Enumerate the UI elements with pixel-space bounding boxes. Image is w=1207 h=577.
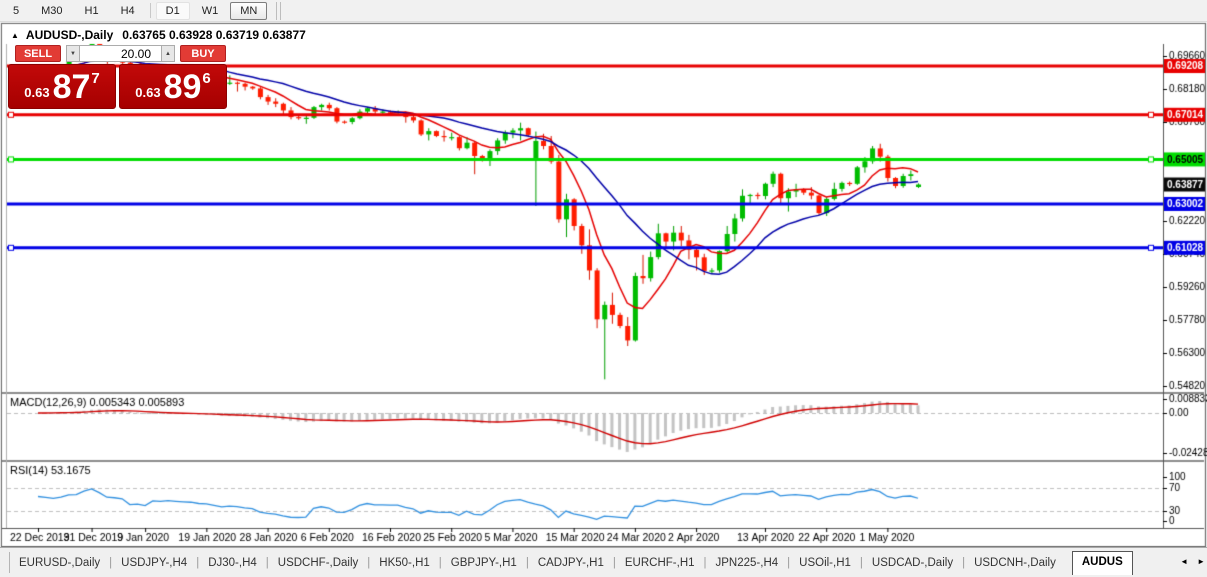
buy-price-big: 89: [163, 67, 202, 106]
timeframe-button-h4[interactable]: H4: [120, 4, 135, 17]
chart-title: ▲ AUDUSD-,Daily 0.63765 0.63928 0.63719 …: [11, 28, 306, 42]
tab-divider: |: [196, 556, 200, 569]
timeframe-button-h1[interactable]: H1: [84, 4, 99, 17]
tabbar-stub: [0, 552, 10, 573]
symbol-tabbar: EURUSD-,Daily | USDJPY-,H4 | DJ30-,H4 | USDCHF…: [0, 547, 1207, 577]
buy-price-pip: 6: [202, 70, 211, 87]
volume-increase-button[interactable]: ▲: [161, 45, 175, 62]
tab-usoil-h1[interactable]: USOil-,H1: [799, 556, 851, 569]
tab-divider: |: [438, 556, 442, 569]
tab-divider: |: [962, 556, 966, 569]
tab-divider: |: [612, 556, 616, 569]
timeframe-toolbar: 5 M30 H1 H4 D1 W1 MN: [0, 0, 1207, 22]
tab-divider: |: [367, 556, 371, 569]
timeframe-button-5[interactable]: 5: [13, 4, 20, 17]
chart-ohlc-values: 0.63765 0.63928 0.63719 0.63877: [122, 28, 306, 42]
toolbar-end-separator: [276, 1, 282, 20]
tab-divider: |: [703, 556, 707, 569]
tab-eurchf-h1[interactable]: EURCHF-,H1: [624, 556, 695, 569]
tab-hk50-h1[interactable]: HK50-,H1: [379, 556, 430, 569]
trade-controls-row: SELL ▼ 20.00 ▲ BUY: [15, 45, 226, 62]
tab-divider: |: [109, 556, 113, 569]
tab-cadjpy-h1[interactable]: CADJPY-,H1: [537, 556, 604, 569]
sell-button[interactable]: SELL: [15, 45, 61, 62]
volume-stepper: ▼ 20.00 ▲: [66, 45, 175, 62]
sell-price-fraction: 0.63: [24, 85, 50, 100]
tab-scroll-left-icon[interactable]: ◄: [1180, 557, 1189, 566]
tab-dj30-h4[interactable]: DJ30-,H4: [208, 556, 257, 569]
timeframe-button-w1[interactable]: W1: [201, 4, 219, 17]
sell-price-big: 87: [52, 67, 91, 106]
timeframe-button-d1[interactable]: D1: [155, 1, 190, 20]
chevron-up-icon: ▲: [165, 50, 171, 57]
tab-usdcad-daily[interactable]: USDCAD-,Daily: [871, 556, 954, 569]
toolbar-separator: [149, 3, 151, 18]
timeframe-button-m30[interactable]: M30: [41, 4, 63, 17]
tab-jpn225-h4[interactable]: JPN225-,H4: [715, 556, 779, 569]
tab-divider: |: [787, 556, 791, 569]
chevron-down-icon: ▼: [70, 50, 76, 57]
buy-price-button[interactable]: 0.63 89 6: [119, 64, 227, 109]
chart-symbol-label: AUDUSD-,Daily: [25, 28, 114, 42]
tab-divider: |: [265, 556, 269, 569]
tab-scroll-right-icon[interactable]: ►: [1197, 557, 1205, 566]
collapse-icon[interactable]: ▲: [11, 30, 19, 40]
tab-usdcnh-daily[interactable]: USDCNH-,Daily: [974, 556, 1056, 569]
sell-price-button[interactable]: 0.63 87 7: [8, 64, 116, 109]
buy-price-fraction: 0.63: [135, 85, 161, 100]
tab-gbpjpy-h1[interactable]: GBPJPY-,H1: [450, 556, 517, 569]
timeframe-button-mn[interactable]: MN: [230, 1, 268, 20]
trade-prices-row: 0.63 87 7 0.63 89 6: [8, 64, 227, 109]
tab-divider: |: [859, 556, 863, 569]
tab-usdchf-daily[interactable]: USDCHF-,Daily: [277, 556, 359, 569]
tab-usdjpy-h4[interactable]: USDJPY-,H4: [121, 556, 188, 569]
tab-divider: |: [525, 556, 529, 569]
trade-panel: SELL ▼ 20.00 ▲ BUY 0.63 87 7 0.63 89 6: [8, 45, 227, 109]
volume-input[interactable]: 20.00: [80, 45, 161, 62]
buy-button[interactable]: BUY: [180, 45, 226, 62]
tab-scroll-arrows: ◄ ►: [1174, 557, 1205, 566]
tab-active-audusd[interactable]: AUDUS: [1071, 550, 1133, 575]
volume-decrease-button[interactable]: ▼: [66, 45, 80, 62]
tab-eurusd-daily[interactable]: EURUSD-,Daily: [19, 556, 101, 569]
sell-price-pip: 7: [91, 70, 100, 87]
